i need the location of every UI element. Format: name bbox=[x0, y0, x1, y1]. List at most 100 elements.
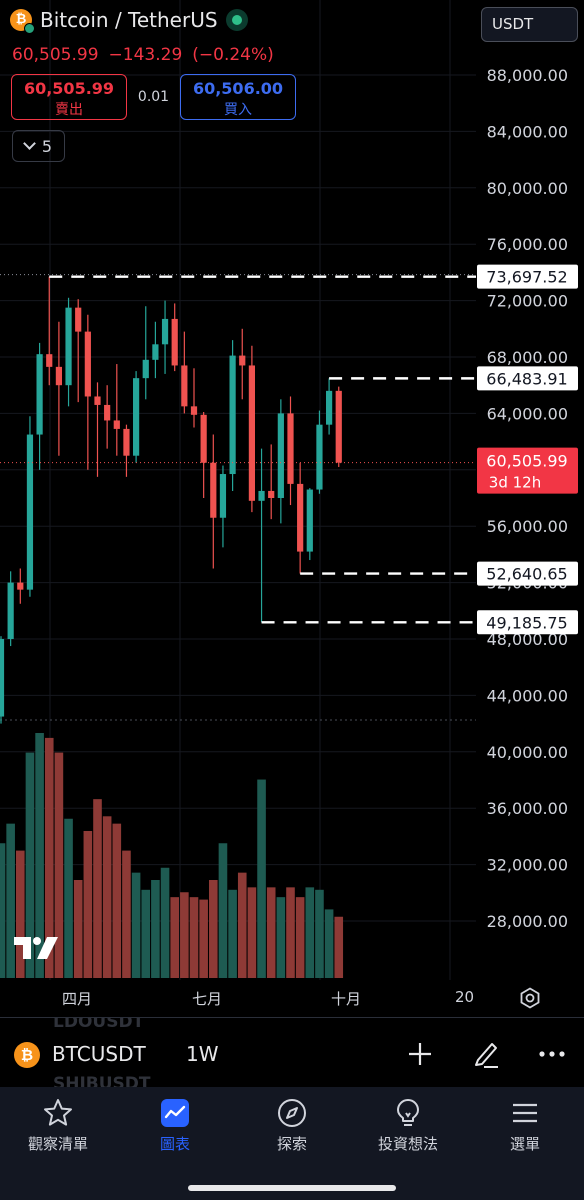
candle-body bbox=[152, 344, 159, 360]
low-price-label: 49,185.75 bbox=[486, 613, 567, 632]
recent-low-price-label: 52,640.65 bbox=[486, 565, 567, 584]
volume-bar bbox=[73, 880, 83, 978]
nav-ideas[interactable]: 投資想法 bbox=[358, 1097, 458, 1154]
candle-body bbox=[248, 365, 255, 501]
price-axis-tick: 36,000.00 bbox=[487, 799, 568, 818]
plus-icon[interactable] bbox=[404, 1038, 436, 1070]
chart-area[interactable]: 88,000.00 84,000.00 80,000.00 76,000.00 72,0… bbox=[0, 0, 584, 1016]
candle-body bbox=[142, 359, 149, 379]
nav-watchlist[interactable]: 觀察清單 bbox=[8, 1097, 108, 1154]
sell-price: 60,505.99 bbox=[23, 79, 115, 98]
volume-bar bbox=[151, 880, 160, 978]
volume-bar bbox=[247, 887, 257, 978]
currency-selector[interactable]: USDT bbox=[481, 7, 578, 42]
nav-label: 觀察清單 bbox=[27, 1135, 88, 1153]
volume-bar bbox=[266, 887, 276, 978]
price-chart[interactable]: 88,000.00 84,000.00 80,000.00 76,000.00 72,0… bbox=[0, 0, 584, 1016]
symbol-header[interactable]: ₿ Bitcoin / TetherUS bbox=[10, 8, 248, 34]
more-icon[interactable] bbox=[536, 1038, 568, 1070]
volume-bar bbox=[315, 889, 324, 978]
volume-bar bbox=[276, 897, 286, 978]
price-axis-tick: 76,000.00 bbox=[487, 235, 568, 254]
volume-bar bbox=[25, 752, 35, 978]
recent-high-price-label: 66,483.91 bbox=[486, 369, 567, 388]
buy-button[interactable]: 60,506.00 買入 bbox=[180, 74, 296, 120]
buy-label: 買入 bbox=[224, 102, 252, 118]
ghost-symbol: LDOUSDT bbox=[53, 1017, 145, 1032]
candle-body bbox=[200, 414, 207, 463]
home-indicator bbox=[188, 1185, 396, 1191]
candle-body bbox=[335, 390, 342, 463]
indicators-collapse-button[interactable]: 5 bbox=[12, 130, 65, 162]
volume-bar bbox=[122, 850, 131, 978]
candle-body bbox=[219, 474, 227, 518]
candle-body bbox=[181, 365, 188, 407]
price-axis-tick: 64,000.00 bbox=[487, 404, 568, 423]
market-open-icon bbox=[225, 9, 248, 31]
recent-high-price-label-box bbox=[477, 366, 578, 391]
candle-body bbox=[287, 413, 294, 484]
volume-bar bbox=[257, 779, 266, 978]
candle-body bbox=[133, 378, 140, 456]
candle-body bbox=[65, 307, 72, 386]
bitcoin-logo-icon: ₿ bbox=[14, 1042, 40, 1068]
price-axis-tick: 48,000.00 bbox=[487, 630, 568, 649]
interval-selector[interactable]: 1W bbox=[186, 1042, 219, 1066]
candle-body bbox=[123, 428, 130, 456]
volume-bar bbox=[64, 818, 73, 978]
nav-chart[interactable]: 圖表 bbox=[125, 1097, 225, 1154]
time-axis: 四月 七月 十月 20 bbox=[0, 988, 584, 1012]
chevron-down-icon bbox=[23, 137, 36, 150]
time-label: 七月 bbox=[192, 990, 223, 1008]
current-price-label: 60,505.99 bbox=[486, 452, 567, 471]
ghost-symbol: SHIBUSDT bbox=[53, 1074, 151, 1087]
nav-label: 選單 bbox=[509, 1135, 540, 1153]
countdown-label: 3d 12h bbox=[489, 474, 541, 492]
volume-bar bbox=[131, 872, 141, 978]
candle-body bbox=[306, 489, 313, 552]
candle-body bbox=[171, 318, 178, 366]
symbol-toolbar: LDOUSDT SHIBUSDT ₿ BTCUSDT 1W bbox=[0, 1017, 584, 1087]
candle-body bbox=[104, 404, 111, 421]
volume-bar bbox=[295, 897, 305, 978]
candle-body bbox=[17, 582, 24, 590]
symbol-selector[interactable]: BTCUSDT bbox=[52, 1042, 146, 1066]
price-axis-tick: 84,000.00 bbox=[487, 122, 568, 141]
volume-bar bbox=[0, 843, 6, 978]
drawing-tool-icon[interactable] bbox=[470, 1038, 502, 1070]
price-axis-tick: 44,000.00 bbox=[487, 686, 568, 705]
volume-bar bbox=[16, 850, 25, 978]
nav-label: 探索 bbox=[276, 1135, 307, 1153]
star-icon bbox=[44, 1099, 72, 1126]
last-price: 60,505.99 bbox=[12, 45, 99, 65]
volume-bar bbox=[180, 892, 189, 978]
price-axis-tick: 32,000.00 bbox=[487, 856, 568, 875]
price-axis-tick: 40,000.00 bbox=[487, 743, 568, 762]
candle-body bbox=[326, 390, 333, 425]
volume-bar bbox=[199, 899, 208, 978]
volume-bar bbox=[305, 887, 315, 978]
volume-bar bbox=[83, 831, 93, 978]
high-price-label-box bbox=[477, 264, 578, 289]
sell-button[interactable]: 60,505.99 賣出 bbox=[11, 74, 127, 120]
candle-body bbox=[113, 420, 120, 429]
price-summary: 60,505.99 −143.29 (−0.24%) bbox=[12, 45, 284, 65]
volume-bar bbox=[44, 737, 54, 978]
candle-body bbox=[36, 354, 43, 435]
tradingview-logo-icon bbox=[14, 937, 58, 959]
bitcoin-logo-icon: ₿ bbox=[10, 9, 35, 34]
price-axis-tick: 28,000.00 bbox=[487, 912, 568, 931]
volume-bar bbox=[334, 916, 344, 978]
chart-settings-icon[interactable] bbox=[519, 987, 541, 1009]
candle-body bbox=[46, 354, 53, 367]
nav-label: 圖表 bbox=[159, 1135, 190, 1153]
nav-menu[interactable]: 選單 bbox=[475, 1097, 575, 1154]
order-panel: 60,505.99 賣出 0.01 60,506.00 買入 bbox=[11, 74, 296, 120]
nav-explore[interactable]: 探索 bbox=[242, 1097, 342, 1154]
bottom-navigation: 觀察清單 圖表 探索 投資想法 選單 bbox=[0, 1087, 584, 1200]
volume-bar bbox=[286, 887, 295, 978]
price-axis-tick: 56,000.00 bbox=[487, 517, 568, 536]
price-change-percent: (−0.24%) bbox=[192, 45, 274, 65]
volume-bar bbox=[6, 823, 15, 978]
candle-body bbox=[239, 355, 246, 366]
